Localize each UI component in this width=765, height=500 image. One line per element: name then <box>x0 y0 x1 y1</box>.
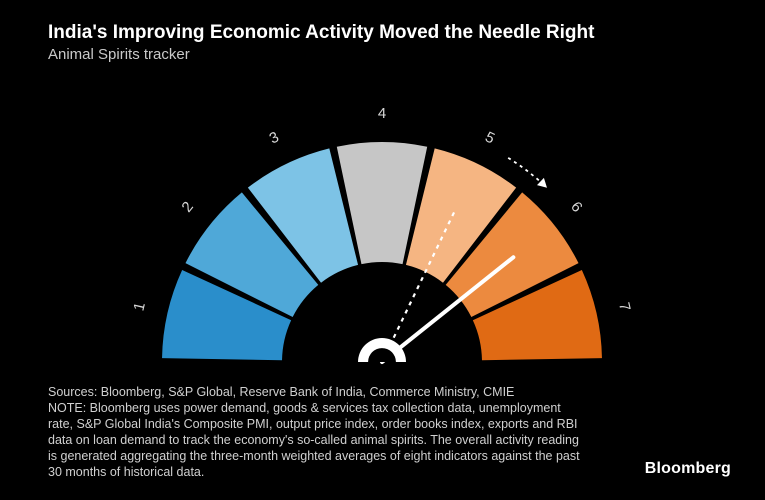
sources-line: Sources: Bloomberg, S&P Global, Reserve … <box>48 384 588 400</box>
gauge-chart: 1 2 3 4 5 6 7 <box>0 62 765 372</box>
note-line: NOTE: Bloomberg uses power demand, goods… <box>48 400 588 480</box>
gauge-label-6: 6 <box>567 198 585 215</box>
gauge-label-4: 4 <box>378 105 386 122</box>
chart-subtitle: Animal Spirits tracker <box>48 46 190 63</box>
footer-block: Sources: Bloomberg, S&P Global, Reserve … <box>48 384 588 480</box>
gauge-container: 1 2 3 4 5 6 7 <box>0 62 765 372</box>
chart-frame: India's Improving Economic Activity Move… <box>0 0 765 500</box>
gauge-label-7: 7 <box>615 301 633 313</box>
gauge-label-3: 3 <box>267 129 282 148</box>
gauge-label-1: 1 <box>130 301 148 313</box>
gauge-label-5: 5 <box>482 129 497 148</box>
brand-label: Bloomberg <box>645 460 731 478</box>
chart-title: India's Improving Economic Activity Move… <box>48 22 594 44</box>
gauge-label-2: 2 <box>178 198 196 215</box>
